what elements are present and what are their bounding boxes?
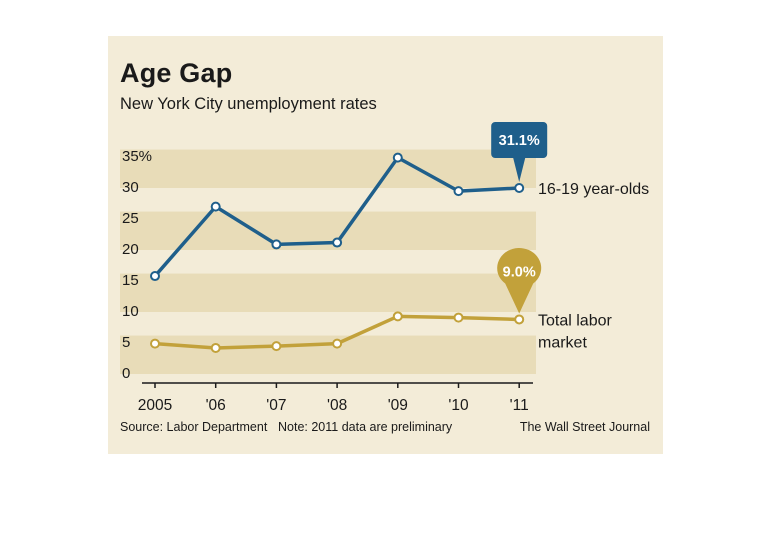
x-tick-label: '11 [510,397,529,414]
data-point [453,186,464,197]
y-tick-label: 35% [122,148,152,165]
data-point [514,314,525,325]
y-tick-label: 25 [122,210,139,227]
data-point [271,341,282,352]
x-tick-label: '09 [388,397,408,414]
y-tick-label: 20 [122,241,139,258]
data-point [514,183,525,193]
data-point [150,271,160,282]
callout-shape [491,122,548,182]
data-point [210,201,221,212]
series-label: Total labor [538,312,612,329]
y-tick-label: 0 [122,365,130,382]
chart-title: Age Gap [120,58,233,88]
chart-panel: 0 5 10 15 20 25 30 35% 2005 '06 '07 '08 '09 '10 '11 31.… [108,36,663,454]
x-tick-label: '06 [206,397,226,414]
chart-svg: 0 5 10 15 20 25 30 35% 2005 '06 '07 '08 '09 '10 '11 31.… [120,122,649,414]
callout-label: 9.0% [503,264,536,280]
grid-band [120,273,536,312]
y-tick-label: 15 [122,272,139,289]
y-tick-label: 10 [122,303,139,320]
data-point [150,338,160,349]
callout-bubble: 9.0% [497,248,542,314]
callout-shape [497,248,542,314]
x-tick-label: '07 [266,397,286,414]
data-point [332,237,343,248]
data-point [271,239,282,250]
data-point [453,312,464,323]
callout-bubble: 31.1% [491,122,548,182]
data-point [332,338,343,349]
grid-band [120,149,536,188]
y-tick-label: 30 [122,179,139,196]
data-point [392,311,403,322]
x-tick-label: '08 [327,397,347,414]
preliminary-note: Note: 2011 data are preliminary [278,420,453,434]
y-tick-label: 5 [122,334,130,351]
x-tick-label: 2005 [138,397,172,414]
chart-subtitle: New York City unemployment rates [120,95,377,113]
callout-label: 31.1% [499,133,540,149]
x-tick-label: '10 [448,397,469,414]
source-note: Source: Labor Department [120,420,268,434]
series-label: 16-19 year-olds [538,181,649,198]
data-point [210,342,221,353]
series-label: market [538,334,587,351]
publisher-credit: The Wall Street Journal [519,420,650,434]
grid-band [120,335,536,374]
data-point [392,152,403,163]
